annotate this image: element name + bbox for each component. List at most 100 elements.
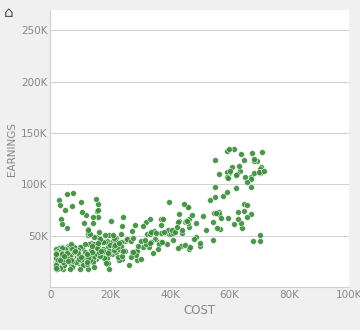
Point — [231, 221, 237, 226]
Point — [75, 250, 81, 256]
Point — [216, 171, 222, 176]
Point — [76, 257, 82, 262]
Point — [55, 250, 61, 255]
Point — [55, 262, 60, 267]
Point — [102, 233, 108, 238]
Point — [186, 216, 192, 222]
Point — [235, 216, 241, 221]
Point — [59, 263, 65, 268]
Point — [117, 248, 123, 253]
Point — [193, 220, 198, 225]
Point — [166, 231, 172, 236]
Point — [185, 205, 191, 210]
Point — [69, 258, 75, 264]
Point — [66, 244, 72, 249]
Point — [130, 235, 135, 241]
Point — [138, 256, 144, 261]
X-axis label: COST: COST — [184, 304, 216, 317]
Point — [155, 247, 161, 252]
Point — [77, 266, 83, 271]
Point — [185, 221, 190, 226]
Point — [91, 242, 97, 247]
Point — [118, 243, 124, 248]
Point — [64, 249, 70, 254]
Point — [185, 204, 191, 209]
Point — [118, 239, 124, 244]
Point — [216, 209, 221, 214]
Point — [59, 245, 64, 250]
Point — [248, 176, 254, 182]
Point — [60, 249, 66, 254]
Point — [140, 244, 145, 249]
Point — [257, 169, 262, 175]
Point — [224, 148, 230, 154]
Point — [76, 254, 82, 259]
Point — [259, 149, 265, 154]
Point — [71, 262, 76, 268]
Point — [233, 173, 239, 178]
Point — [158, 222, 163, 227]
Point — [81, 220, 87, 226]
Point — [55, 249, 60, 254]
Point — [96, 235, 102, 240]
Point — [68, 253, 74, 258]
Point — [120, 247, 126, 252]
Point — [212, 184, 218, 190]
Point — [134, 252, 139, 258]
Point — [54, 260, 59, 265]
Point — [94, 235, 100, 240]
Point — [132, 223, 138, 228]
Point — [118, 247, 123, 252]
Point — [59, 251, 64, 257]
Point — [54, 250, 59, 256]
Point — [69, 250, 75, 255]
Point — [64, 192, 70, 197]
Point — [55, 258, 61, 263]
Point — [57, 253, 63, 259]
Point — [148, 240, 153, 245]
Point — [86, 257, 91, 263]
Point — [54, 266, 59, 271]
Point — [116, 241, 122, 246]
Point — [102, 240, 108, 245]
Point — [61, 262, 67, 268]
Point — [120, 253, 125, 259]
Point — [85, 226, 91, 231]
Point — [70, 191, 76, 196]
Point — [138, 238, 144, 243]
Point — [54, 261, 59, 267]
Point — [87, 257, 93, 263]
Point — [158, 240, 164, 245]
Point — [54, 253, 60, 258]
Point — [150, 250, 156, 255]
Point — [68, 242, 74, 247]
Point — [79, 210, 85, 215]
Point — [124, 237, 130, 242]
Point — [54, 254, 59, 260]
Point — [85, 251, 90, 257]
Point — [153, 231, 159, 236]
Point — [73, 260, 79, 265]
Point — [64, 255, 69, 261]
Point — [179, 227, 185, 232]
Point — [95, 202, 101, 207]
Point — [54, 251, 59, 256]
Point — [90, 220, 96, 225]
Point — [214, 225, 220, 230]
Point — [225, 175, 231, 180]
Point — [106, 251, 112, 256]
Point — [135, 248, 140, 253]
Point — [56, 246, 62, 251]
Point — [62, 247, 68, 252]
Point — [69, 250, 75, 255]
Point — [101, 256, 107, 261]
Point — [201, 213, 206, 218]
Point — [133, 248, 139, 253]
Point — [85, 255, 91, 260]
Point — [96, 249, 102, 255]
Point — [237, 164, 242, 169]
Point — [124, 237, 130, 242]
Point — [103, 250, 109, 255]
Point — [128, 254, 134, 259]
Point — [241, 157, 247, 162]
